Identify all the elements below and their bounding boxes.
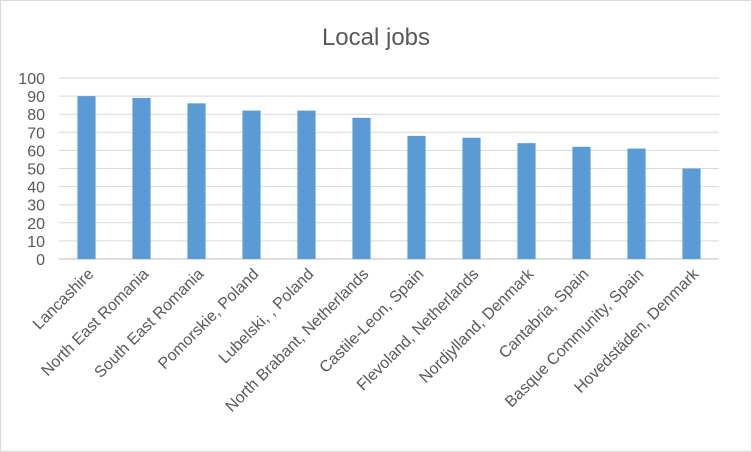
y-tick-label: 50: [27, 162, 45, 179]
y-tick-label: 80: [27, 107, 45, 124]
x-category-label: South East Romania: [92, 266, 208, 382]
bar: [77, 96, 96, 259]
x-category-label: Lubelski, , Poland: [216, 266, 317, 367]
bar: [462, 137, 481, 259]
x-category-label: Pomorskie, Poland: [155, 266, 262, 373]
y-tick-label: 40: [27, 180, 45, 197]
bars: [77, 96, 701, 259]
bar: [572, 146, 591, 259]
y-tick-label: 100: [18, 71, 45, 88]
bar: [297, 110, 316, 259]
bar: [407, 135, 426, 259]
y-tick-label: 10: [27, 234, 45, 251]
y-tick-label: 70: [27, 125, 45, 142]
y-tick-label: 20: [27, 216, 45, 233]
x-category-label: North East Romania: [38, 266, 152, 380]
bar: [352, 117, 371, 259]
bar: [627, 148, 646, 259]
bar: [187, 103, 206, 259]
y-tick-label: 30: [27, 198, 45, 215]
y-tick-label: 90: [27, 89, 45, 106]
x-category-label: Castile-Leon, Spain: [317, 266, 428, 377]
chart-title: Local jobs: [322, 24, 430, 51]
y-tick-label: 0: [36, 252, 45, 269]
bar: [242, 110, 261, 259]
bar: [517, 143, 536, 259]
gridlines: [59, 77, 719, 242]
bar: [682, 168, 701, 259]
y-tick-label: 60: [27, 143, 45, 160]
bar: [132, 97, 151, 259]
